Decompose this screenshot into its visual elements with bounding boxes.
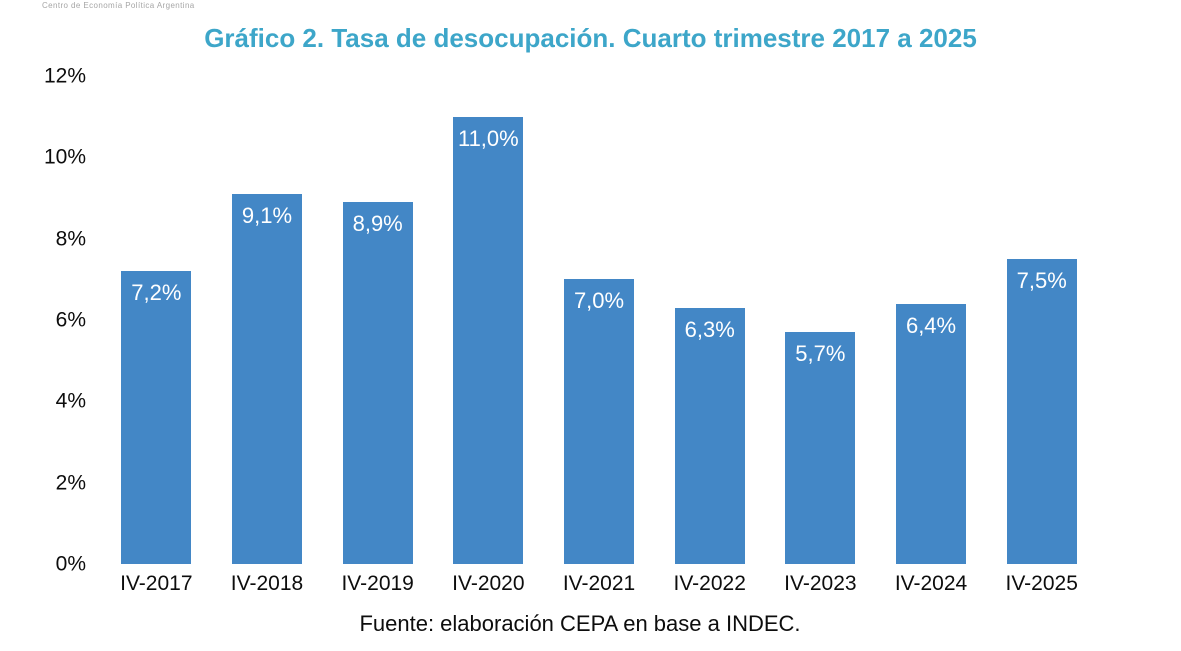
source-note: Fuente: elaboración CEPA en base a INDEC… [359, 611, 801, 636]
bar-IV-2019: 8,9% [342, 202, 413, 564]
y-tick-label: 10% [43, 145, 86, 169]
y-tick-label: 0% [55, 552, 86, 576]
bar-value-label: 8,9% [352, 211, 403, 237]
bar-IV-2024: 6,4% [896, 303, 967, 564]
bar-value-label: 6,3% [684, 316, 735, 342]
x-tick-label: IV-2019 [341, 572, 414, 595]
x-tick-label: IV-2023 [784, 572, 857, 595]
plot-area: 0% 2% 4% 6% 8% 10% 12% 7,2% 9,1% 8,9% 11,0% 7,0% 6,… [0, 66, 1181, 575]
x-tick-label: IV-2020 [452, 572, 525, 595]
y-tick-label: 8% [55, 227, 86, 251]
bar-IV-2021: 7,0% [564, 279, 635, 564]
x-tick-label: IV-2021 [562, 572, 636, 595]
y-tick-label: 2% [55, 471, 86, 495]
bar-IV-2023: 5,7% [785, 332, 856, 564]
x-tick-label: IV-2022 [673, 572, 746, 595]
bar-cell: 6,3% [654, 76, 765, 564]
x-tick-label: IV-2025 [1005, 572, 1078, 595]
bar-IV-2020: 11,0% [453, 116, 524, 564]
bar-value-label: 6,4% [905, 312, 957, 338]
bar-cell: 7,2% [101, 76, 212, 564]
bars-area: 7,2% 9,1% 8,9% 11,0% 7,0% 6,3% 5,7% 6,4% 7,5% [101, 76, 1097, 564]
bar-cell: 5,7% [765, 76, 876, 564]
bar-IV-2018: 9,1% [232, 193, 302, 564]
bar-cell: 7,5% [986, 76, 1097, 564]
y-tick-label: 6% [55, 308, 86, 332]
cepa-logo-text: Centro de Economía Política Argentina [42, 1, 195, 10]
x-tick-label: IV-2017 [120, 572, 193, 595]
bar-cell: 6,4% [876, 76, 987, 564]
y-tick-label: 12% [43, 64, 86, 88]
bar-cell: 9,1% [212, 76, 323, 564]
y-tick-label: 4% [55, 389, 86, 413]
bar-value-label: 7,0% [573, 288, 625, 314]
bar-value-label: 5,7% [795, 341, 846, 367]
chart-title: Gráfico 2. Tasa de desocupación. Cuarto … [204, 23, 977, 53]
bar-IV-2022: 6,3% [674, 307, 745, 564]
x-axis: IV-2017 IV-2018 IV-2019 IV-2020 IV-2021 IV-20… [101, 572, 1097, 596]
bar-IV-2017: 7,2% [121, 271, 192, 564]
bar-value-label: 9,1% [241, 202, 293, 228]
bar-cell: 7,0% [544, 76, 655, 564]
bar-value-label: 7,2% [131, 280, 182, 306]
x-tick-label: IV-2024 [894, 572, 968, 595]
bar-value-label: 7,5% [1016, 268, 1067, 293]
x-tick-label: IV-2018 [230, 572, 304, 595]
bar-value-label: 11,0% [457, 125, 519, 151]
bar-cell: 8,9% [322, 76, 433, 564]
bar-IV-2025: 7,5% [1006, 259, 1077, 564]
bar-cell: 11,0% [433, 76, 544, 564]
